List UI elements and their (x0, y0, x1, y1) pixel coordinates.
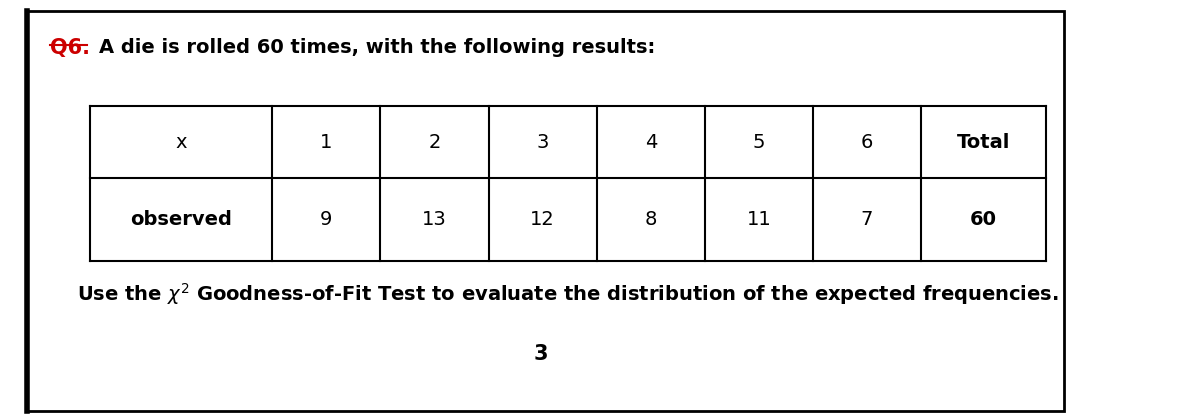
Text: 2: 2 (428, 133, 440, 151)
Text: Use the $\chi^2$ Goodness-of-Fit Test to evaluate the distribution of the expect: Use the $\chi^2$ Goodness-of-Fit Test to… (77, 281, 1058, 307)
Text: 12: 12 (530, 210, 556, 229)
Text: 13: 13 (422, 210, 446, 229)
Text: 3: 3 (536, 133, 548, 151)
Text: 6: 6 (860, 133, 874, 151)
Text: Q6.: Q6. (49, 38, 90, 58)
Text: 7: 7 (860, 210, 874, 229)
Text: 5: 5 (752, 133, 766, 151)
Text: Total: Total (956, 133, 1010, 151)
Text: observed: observed (131, 210, 232, 229)
Text: 11: 11 (746, 210, 772, 229)
Text: 60: 60 (970, 210, 997, 229)
Text: 3: 3 (534, 344, 548, 364)
Text: 4: 4 (644, 133, 656, 151)
Text: A die is rolled 60 times, with the following results:: A die is rolled 60 times, with the follo… (100, 38, 655, 57)
Text: x: x (175, 133, 187, 151)
Text: 9: 9 (320, 210, 332, 229)
Text: 1: 1 (320, 133, 332, 151)
Text: 8: 8 (644, 210, 656, 229)
